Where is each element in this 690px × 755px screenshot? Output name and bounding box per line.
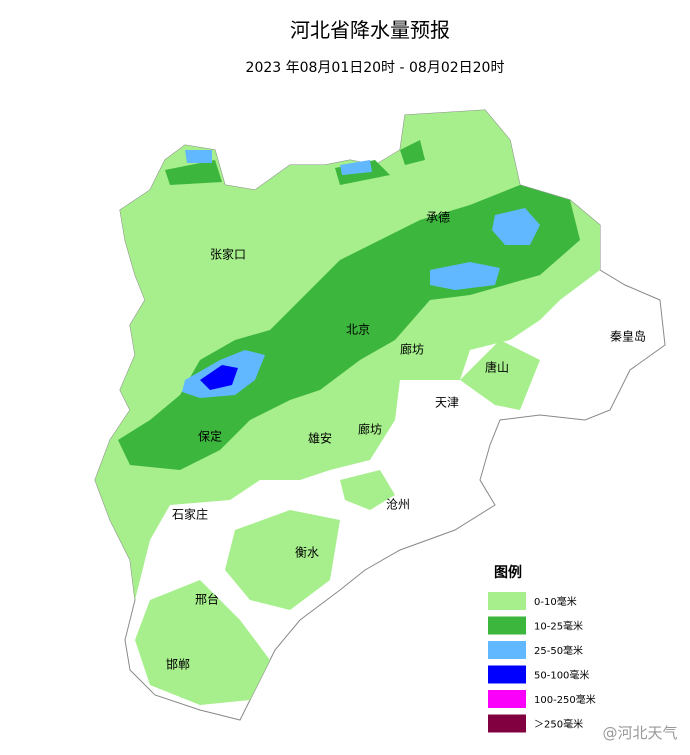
- map-title: 河北省降水量预报: [290, 18, 450, 42]
- legend-label: 50-100毫米: [534, 669, 589, 682]
- legend-swatch: [488, 690, 526, 708]
- light-rain-area: [460, 340, 540, 410]
- legend-label: 0-10毫米: [534, 595, 577, 608]
- city-label: 廊坊: [400, 342, 424, 357]
- legend-swatch: [488, 665, 526, 684]
- legend-swatch: [488, 714, 526, 733]
- province-map: [94, 109, 666, 721]
- legend-title: 图例: [494, 564, 522, 581]
- city-label: 廊坊: [358, 422, 382, 437]
- light-rain-area: [340, 470, 395, 510]
- legend-label: 100-250毫米: [534, 693, 596, 706]
- legend-swatch: [488, 616, 526, 635]
- legend: 图例 0-10毫米 10-25毫米 25-50毫米 50-100毫米 100-250毫米…: [488, 564, 596, 733]
- city-label: 沧州: [386, 497, 410, 512]
- heavy-rain-area: [430, 262, 500, 290]
- city-label: 邯郸: [166, 657, 190, 672]
- city-labels: 张家口 承德 北京 秦皇岛 唐山 廊坊 天津 保定 雄安 廊坊 沧州 石家庄 衡…: [166, 210, 646, 672]
- legend-label: 10-25毫米: [534, 620, 583, 633]
- legend-swatch: [488, 641, 526, 659]
- city-label: 衡水: [295, 546, 319, 560]
- light-rain-area: [225, 510, 340, 610]
- rainstorm-area: [200, 365, 238, 390]
- light-rain-area: [135, 580, 270, 705]
- moderate-rain-area: [165, 160, 222, 185]
- moderate-rain-area: [400, 140, 425, 165]
- city-label: 张家口: [210, 247, 246, 262]
- city-label: 雄安: [308, 431, 332, 446]
- legend-label: 25-50毫米: [534, 644, 583, 657]
- legend-label: ＞250毫米: [534, 718, 583, 731]
- heavy-rain-area: [340, 160, 372, 175]
- map-subtitle: 2023 年08月01日20时 - 08月02日20时: [246, 60, 505, 76]
- city-label: 石家庄: [172, 507, 208, 522]
- city-label: 邢台: [195, 592, 219, 607]
- city-label: 天津: [435, 396, 459, 410]
- heavy-rain-area: [185, 150, 212, 163]
- moderate-rain-band: [118, 185, 580, 470]
- city-label: 承德: [426, 210, 450, 225]
- legend-swatch: [488, 592, 526, 610]
- heavy-rain-area: [492, 208, 540, 245]
- watermark: @河北天气: [602, 724, 677, 742]
- city-label: 唐山: [485, 360, 509, 375]
- city-label: 保定: [198, 429, 222, 444]
- city-label: 秦皇岛: [610, 329, 646, 344]
- city-label: 北京: [346, 323, 370, 337]
